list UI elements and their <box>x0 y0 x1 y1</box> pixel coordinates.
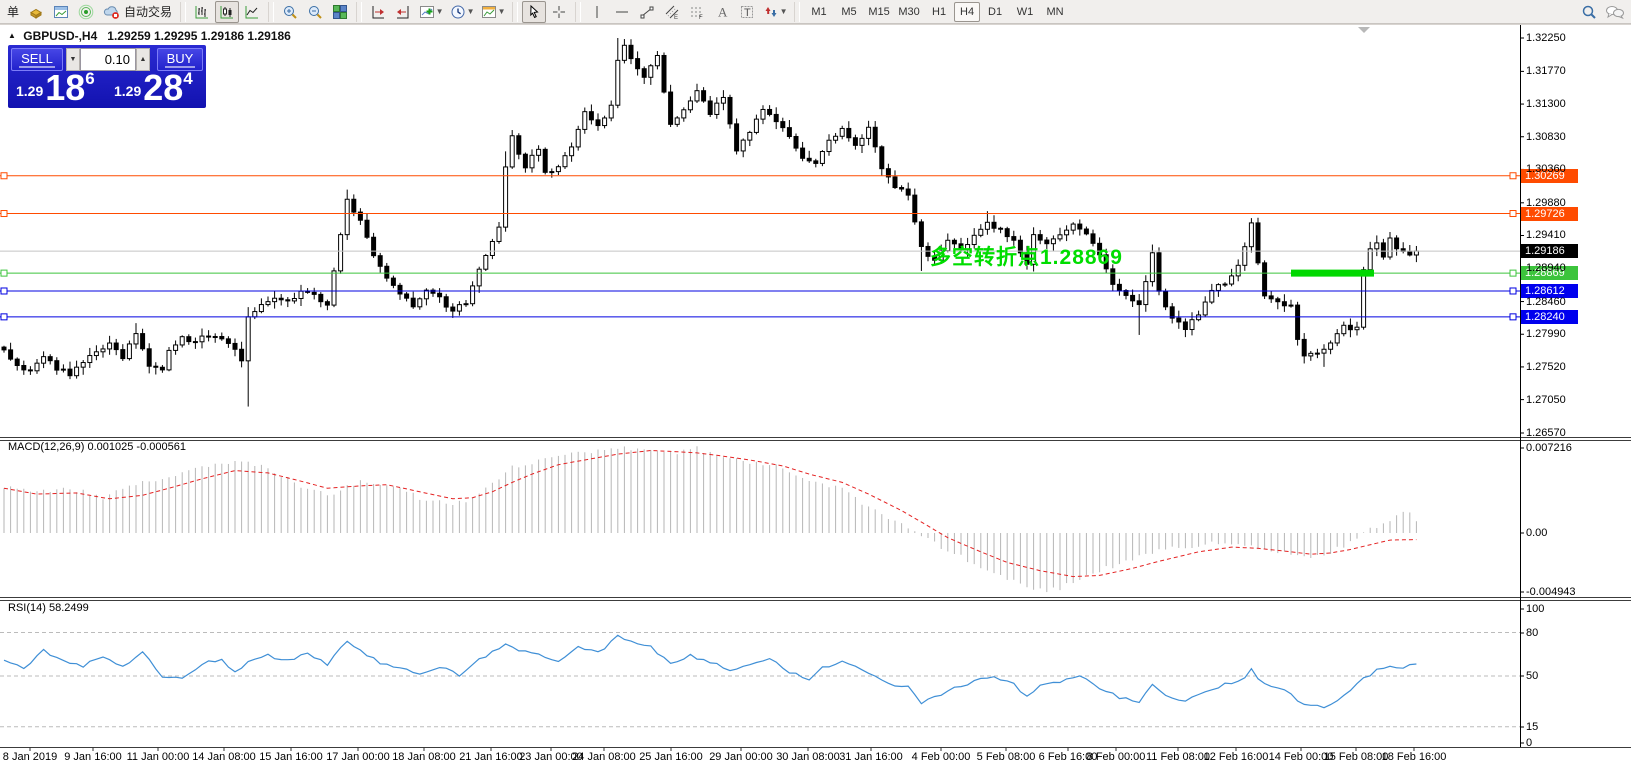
channel-tool-icon[interactable]: E <box>660 1 684 23</box>
autotrade-button[interactable]: 自动交易 <box>99 1 176 23</box>
volume-input[interactable] <box>80 48 136 71</box>
buy-button[interactable]: BUY <box>157 48 203 71</box>
vertical-line-tool-icon[interactable] <box>585 1 609 23</box>
hline-anchor[interactable] <box>0 172 8 180</box>
fibonacci-tool-icon[interactable]: F <box>685 1 709 23</box>
toolbar-separator <box>794 1 801 22</box>
trendline-tool-icon[interactable] <box>635 1 659 23</box>
text-label-tool-icon[interactable]: T <box>735 1 759 23</box>
candles-layer <box>1 38 1419 407</box>
chart-shift-icon[interactable] <box>391 1 415 23</box>
tf-D1[interactable]: D1 <box>988 5 1003 18</box>
main-toolbar: 单 自动交易 <box>0 0 1631 24</box>
hline-anchor[interactable] <box>0 210 8 218</box>
chart-quote-row: ▲ GBPUSD-,H4 1.29259 1.29295 1.29186 1.2… <box>8 29 291 43</box>
rsi-line <box>3 634 1417 709</box>
toolbar-separator <box>575 1 582 22</box>
new-order-button[interactable]: 单 <box>7 5 20 19</box>
hline-anchor[interactable] <box>1509 210 1517 218</box>
text-tool-icon[interactable]: A <box>710 1 734 23</box>
symbol-period-label: GBPUSD-,H4 <box>23 29 98 43</box>
tile-windows-icon[interactable] <box>328 1 352 23</box>
toolbar-separator <box>512 1 519 22</box>
buy-price-display[interactable]: 1.29 28 4 <box>114 67 193 108</box>
toolbar-separator <box>356 1 363 22</box>
new-chart-icon[interactable] <box>49 1 73 23</box>
timeframe-group: M1 M5 M15 M30 H1 H4 D1 W1 MN <box>804 1 1070 22</box>
hline-anchor[interactable] <box>1509 287 1517 295</box>
zoom-out-icon[interactable] <box>303 1 327 23</box>
sell-button[interactable]: SELL <box>11 48 63 71</box>
hline-anchor[interactable] <box>0 287 8 295</box>
svg-text:A: A <box>718 4 728 19</box>
hline-anchor[interactable] <box>0 313 8 321</box>
data-feed-icon[interactable] <box>74 1 98 23</box>
search-icon[interactable] <box>1581 4 1597 20</box>
svg-text:F: F <box>699 15 703 20</box>
cursor-tool-icon[interactable] <box>522 0 547 23</box>
scroll-marker-icon <box>1358 27 1370 33</box>
dropdown-arrow-icon: ▼ <box>435 7 444 16</box>
toolbar-separator <box>268 1 275 22</box>
tf-M30[interactable]: M30 <box>898 5 920 18</box>
autotrade-icon <box>103 5 119 19</box>
chat-icon[interactable] <box>1605 4 1625 20</box>
volume-decrease-button[interactable]: ▼ <box>66 48 80 71</box>
one-click-trading-panel: SELL ▼ ▲ BUY 1.29 18 6 1.29 28 4 <box>8 45 206 108</box>
chart-annotation-text[interactable]: 多空转折点1.28869 <box>930 246 1123 269</box>
periods-button[interactable]: ▼ <box>447 1 477 23</box>
tf-MN[interactable]: MN <box>1046 5 1064 18</box>
toolbar-separator <box>180 1 187 22</box>
candlestick-chart-icon[interactable] <box>215 0 240 23</box>
tf-M5[interactable]: M5 <box>841 5 857 18</box>
hline-anchor[interactable] <box>1509 313 1517 321</box>
collapse-panel-icon[interactable]: ▲ <box>8 31 16 40</box>
svg-text:T: T <box>744 7 751 19</box>
svg-text:E: E <box>674 15 678 20</box>
tf-M15[interactable]: M15 <box>868 5 890 18</box>
tf-M1[interactable]: M1 <box>811 5 827 18</box>
auto-scroll-icon[interactable] <box>366 1 390 23</box>
macd-histogram <box>3 446 1417 593</box>
hline-anchor[interactable] <box>0 269 8 277</box>
horizontal-line-tool-icon[interactable] <box>610 1 634 23</box>
crosshair-tool-icon[interactable] <box>547 1 571 23</box>
line-chart-icon[interactable] <box>240 1 264 23</box>
tf-H4[interactable]: H4 <box>954 1 981 22</box>
hline-anchor[interactable] <box>1509 172 1517 180</box>
dropdown-arrow-icon: ▼ <box>779 7 788 16</box>
market-depth-icon[interactable] <box>24 1 48 23</box>
dropdown-arrow-icon: ▼ <box>497 7 506 16</box>
tf-H1[interactable]: H1 <box>932 5 947 18</box>
templates-button[interactable]: ▼ <box>478 1 508 23</box>
add-indicator-button[interactable]: ▼ <box>416 1 446 23</box>
zoom-in-icon[interactable] <box>278 1 302 23</box>
volume-increase-button[interactable]: ▲ <box>136 48 150 71</box>
ohlc-quotes: 1.29259 1.29295 1.29186 1.29186 <box>107 29 291 43</box>
hline-anchor[interactable] <box>1509 269 1517 277</box>
thick-green-segment[interactable] <box>1291 269 1374 277</box>
macd-signal-line <box>3 449 1417 578</box>
dropdown-arrow-icon: ▼ <box>466 7 475 16</box>
bar-chart-icon[interactable] <box>190 1 214 23</box>
arrows-tool-button[interactable]: ▼ <box>760 1 790 23</box>
sell-price-display[interactable]: 1.29 18 6 <box>16 67 95 108</box>
tf-W1[interactable]: W1 <box>1016 5 1034 18</box>
